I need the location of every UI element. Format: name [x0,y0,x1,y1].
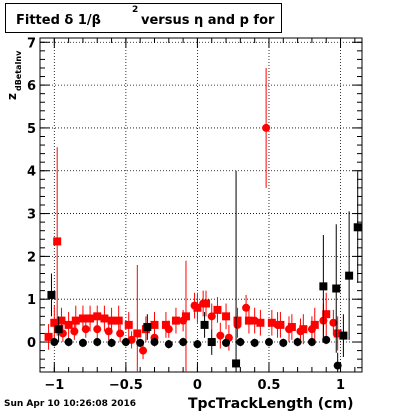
y-axis-label: zdBetaInv [5,50,23,100]
data-point-square [100,314,109,323]
x-tick-label: −0.5 [109,378,143,393]
y-tick-label: 5 [27,122,36,137]
data-point-circle [307,338,316,347]
data-point-circle [179,338,188,347]
data-point-square [200,320,209,329]
x-tick-label: 0.5 [257,378,280,393]
data-point-square [353,223,362,232]
data-point-circle [216,331,225,340]
data-point-square [319,282,328,291]
data-point-square [222,312,231,321]
data-point-square [54,325,63,334]
data-point-circle [199,299,208,308]
data-point-circle [121,338,130,347]
data-point-square [332,284,341,293]
data-point-circle [222,338,231,347]
x-tick-label: 1 [336,378,345,393]
chart-title-superscript: 2 [132,5,139,15]
data-point-circle [50,338,59,347]
data-point-circle [164,325,173,334]
data-point-circle [93,338,102,347]
data-point-square [150,320,159,329]
data-point-circle [329,318,338,327]
data-point-circle [81,325,90,334]
data-point-square [64,320,73,329]
y-tick-label: 4 [27,165,36,180]
data-point-circle [104,327,113,336]
timestamp: Sun Apr 10 10:26:08 2016 [4,399,137,409]
y-tick-label: 1 [27,293,36,308]
data-point-circle [233,320,242,329]
data-point-circle [273,320,282,329]
y-tick-label: 7 [27,36,36,51]
data-point-square [86,314,95,323]
data-point-square [256,318,265,327]
data-point-circle [116,329,125,338]
x-tick-label: 0 [193,378,202,393]
data-point-square [47,290,56,299]
data-point-square [322,310,331,319]
data-point-square [93,312,102,321]
data-point-circle [139,346,148,355]
data-point-circle [279,338,288,347]
data-point-square [339,331,348,340]
data-point-circle [250,338,259,347]
data-point-circle [93,325,102,334]
y-tick-label: 3 [27,208,36,223]
data-point-circle [78,338,87,347]
data-point-circle [333,361,342,370]
data-point-square [53,237,62,246]
data-point-circle [242,303,251,312]
data-point-circle [322,335,331,344]
data-point-circle [150,338,159,347]
chart-title-box: Fitted δ 1/β 2 versus η and p for [5,3,282,33]
x-tick-label: −1 [44,378,64,393]
y-tick-label: 0 [27,336,36,351]
data-point-square [333,329,342,338]
data-point-circle [250,316,259,325]
data-point-circle [207,312,216,321]
data-point-square [71,316,80,325]
data-point-square [181,312,190,321]
data-point-square [124,320,133,329]
x-axis-label: TpcTrackLength (cm) [188,396,354,412]
data-point-square [114,316,123,325]
chart-title: Fitted δ 1/β [16,13,101,28]
data-point-square [232,359,241,368]
data-point-square [213,305,222,314]
data-point-circle [64,338,73,347]
data-point-circle [307,325,316,334]
data-point-square [133,329,142,338]
data-point-circle [70,327,79,336]
data-point-square [44,332,53,341]
data-point-circle [179,316,188,325]
data-point-square [171,316,180,325]
y-tick-label: 2 [27,250,36,265]
data-point-circle [193,340,202,349]
data-point-square [161,320,170,329]
data-point-circle [236,338,245,347]
data-point-square [143,323,152,332]
data-point-circle [164,340,173,349]
data-point-square [78,314,87,323]
data-point-circle [136,338,145,347]
data-point-square [57,316,66,325]
data-point-square [107,316,116,325]
data-point-circle [207,338,216,347]
y-tick-label: 6 [27,79,36,94]
data-point-circle [285,325,294,334]
chart-title-rest: versus η and p for [141,13,275,28]
data-point-square [50,318,59,327]
data-point-circle [264,338,273,347]
data-point-square [244,316,253,325]
data-point-circle [107,338,116,347]
data-point-circle [293,338,302,347]
data-point-square [345,271,354,280]
data-point-square [310,320,319,329]
data-point-square [267,318,276,327]
data-point-circle [262,123,271,132]
data-point-circle [296,327,305,336]
data-point-circle [190,301,199,310]
